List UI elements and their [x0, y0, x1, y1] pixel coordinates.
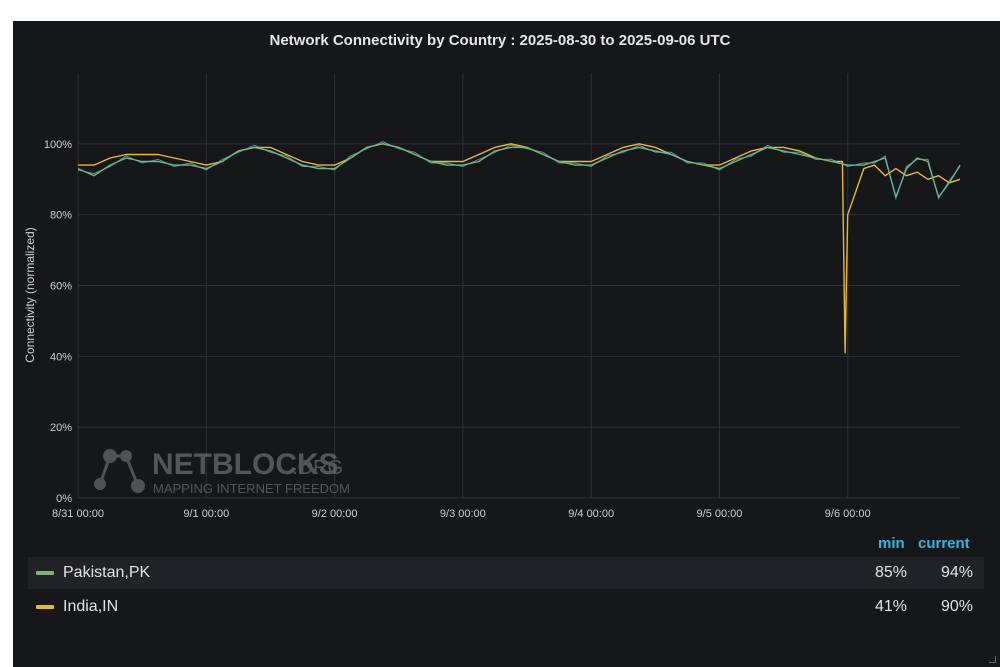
x-tick-label: 9/5 00:00 [697, 508, 743, 520]
x-tick-label: 9/1 00:00 [183, 508, 229, 520]
legend-swatch [36, 571, 54, 575]
x-tick-label: 9/3 00:00 [440, 508, 486, 520]
chart-axes: 0% 20% 40% 60% 80% 100% 8/31 00:00 9/1 00:00 9/2… [44, 139, 871, 520]
series-line-india [78, 143, 961, 354]
y-tick-label: 60% [50, 281, 72, 293]
legend-series-name[interactable]: Pakistan,PK [63, 564, 151, 581]
x-tick-label: 9/4 00:00 [568, 508, 614, 520]
y-tick-label: 40% [50, 351, 72, 363]
y-tick-label: 20% [50, 422, 72, 434]
y-tick-label: 80% [50, 210, 72, 222]
x-tick-label: 8/31 00:00 [52, 508, 104, 520]
y-tick-label: 0% [56, 493, 72, 505]
watermark-suffix: .ORG [292, 457, 343, 479]
watermark-brand: NETBLOCKS [152, 448, 339, 481]
legend-row-pakistan[interactable]: Pakistan,PK 85% 94% [28, 557, 984, 589]
resize-handle-icon[interactable] [989, 656, 996, 663]
netblocks-logo-icon [94, 449, 145, 493]
y-tick-label: 100% [44, 139, 72, 151]
y-axis-label: Connectivity (normalized) [23, 227, 37, 362]
legend-min-value: 85% [874, 564, 907, 581]
x-tick-label: 9/2 00:00 [312, 508, 358, 520]
chart-grid [77, 73, 960, 499]
chart-series [77, 141, 961, 354]
netblocks-watermark: NETBLOCKS .ORG MAPPING INTERNET FREEDOM [94, 448, 350, 496]
legend-row-india[interactable]: India,IN 41% 90% [28, 591, 984, 623]
legend-current-value: 94% [940, 564, 973, 581]
legend-series-name[interactable]: India,IN [63, 598, 119, 615]
watermark-tagline: MAPPING INTERNET FREEDOM [153, 481, 350, 496]
x-tick-label: 9/6 00:00 [825, 508, 871, 520]
series-line-overlay [77, 141, 961, 201]
legend-min-value: 41% [874, 598, 907, 615]
legend-swatch [36, 605, 54, 609]
legend-current-value: 90% [940, 598, 973, 615]
series-line-pakistan [77, 143, 961, 198]
chart-title: Network Connectivity by Country : 2025-0… [269, 32, 731, 49]
